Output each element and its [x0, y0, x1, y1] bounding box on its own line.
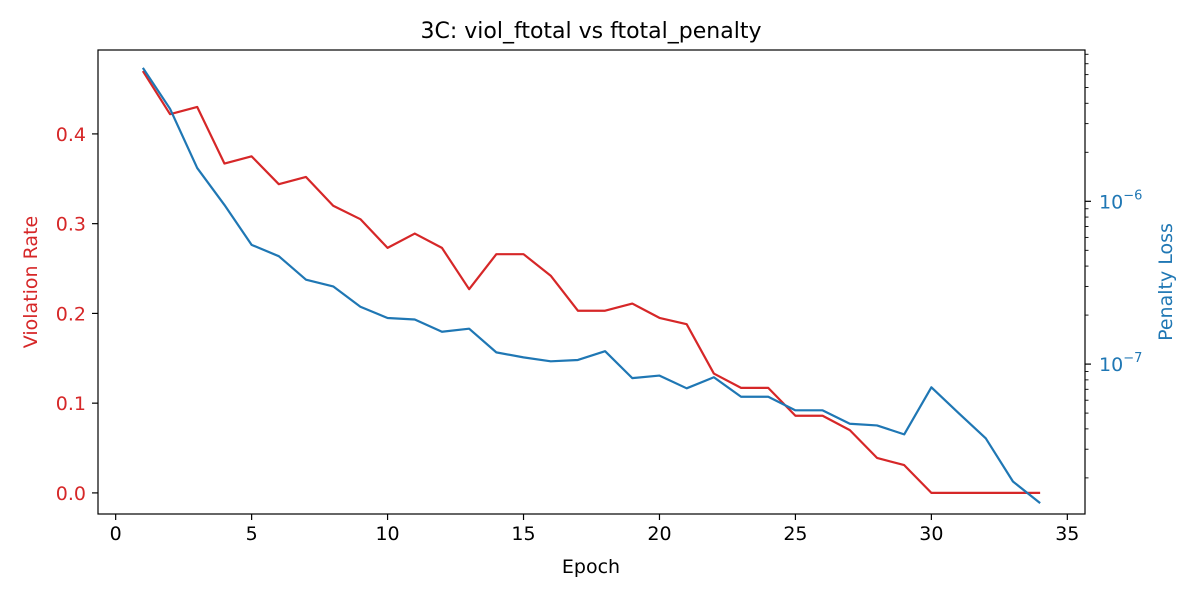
violation-rate-line: [141, 70, 1041, 495]
series-layer: [141, 67, 1041, 504]
penalty-loss-line: [141, 67, 1041, 504]
left-tick-label: 0.0: [56, 483, 86, 505]
x-tick-label: 10: [375, 523, 399, 545]
x-tick-label: 20: [647, 523, 671, 545]
chart-title: 3C: viol_ftotal vs ftotal_penalty: [421, 19, 762, 44]
ticks-layer: 0 5 10 15 20 25 30 35 0.0 0.1 0.2 0.3 0.4 10−7 10−6: [56, 53, 1142, 545]
right-tick-label: 10−7: [1099, 351, 1142, 376]
x-tick-label: 15: [511, 523, 535, 545]
x-tick-label: 5: [246, 523, 258, 545]
left-tick-label: 0.1: [56, 393, 86, 415]
plot-area-frame: [97, 49, 1086, 515]
left-tick-label: 0.4: [56, 124, 86, 146]
x-tick-label: 35: [1055, 523, 1079, 545]
right-tick-label: 10−6: [1099, 188, 1142, 213]
left-tick-label: 0.3: [56, 214, 86, 236]
x-tick-label: 25: [783, 523, 807, 545]
x-tick-label: 0: [110, 523, 122, 545]
x-tick-label: 30: [919, 523, 943, 545]
right-axis-label: Penalty Loss: [1155, 223, 1177, 341]
x-axis-label: Epoch: [562, 556, 620, 578]
left-axis-label: Violation Rate: [20, 216, 42, 348]
left-tick-label: 0.2: [56, 303, 86, 325]
